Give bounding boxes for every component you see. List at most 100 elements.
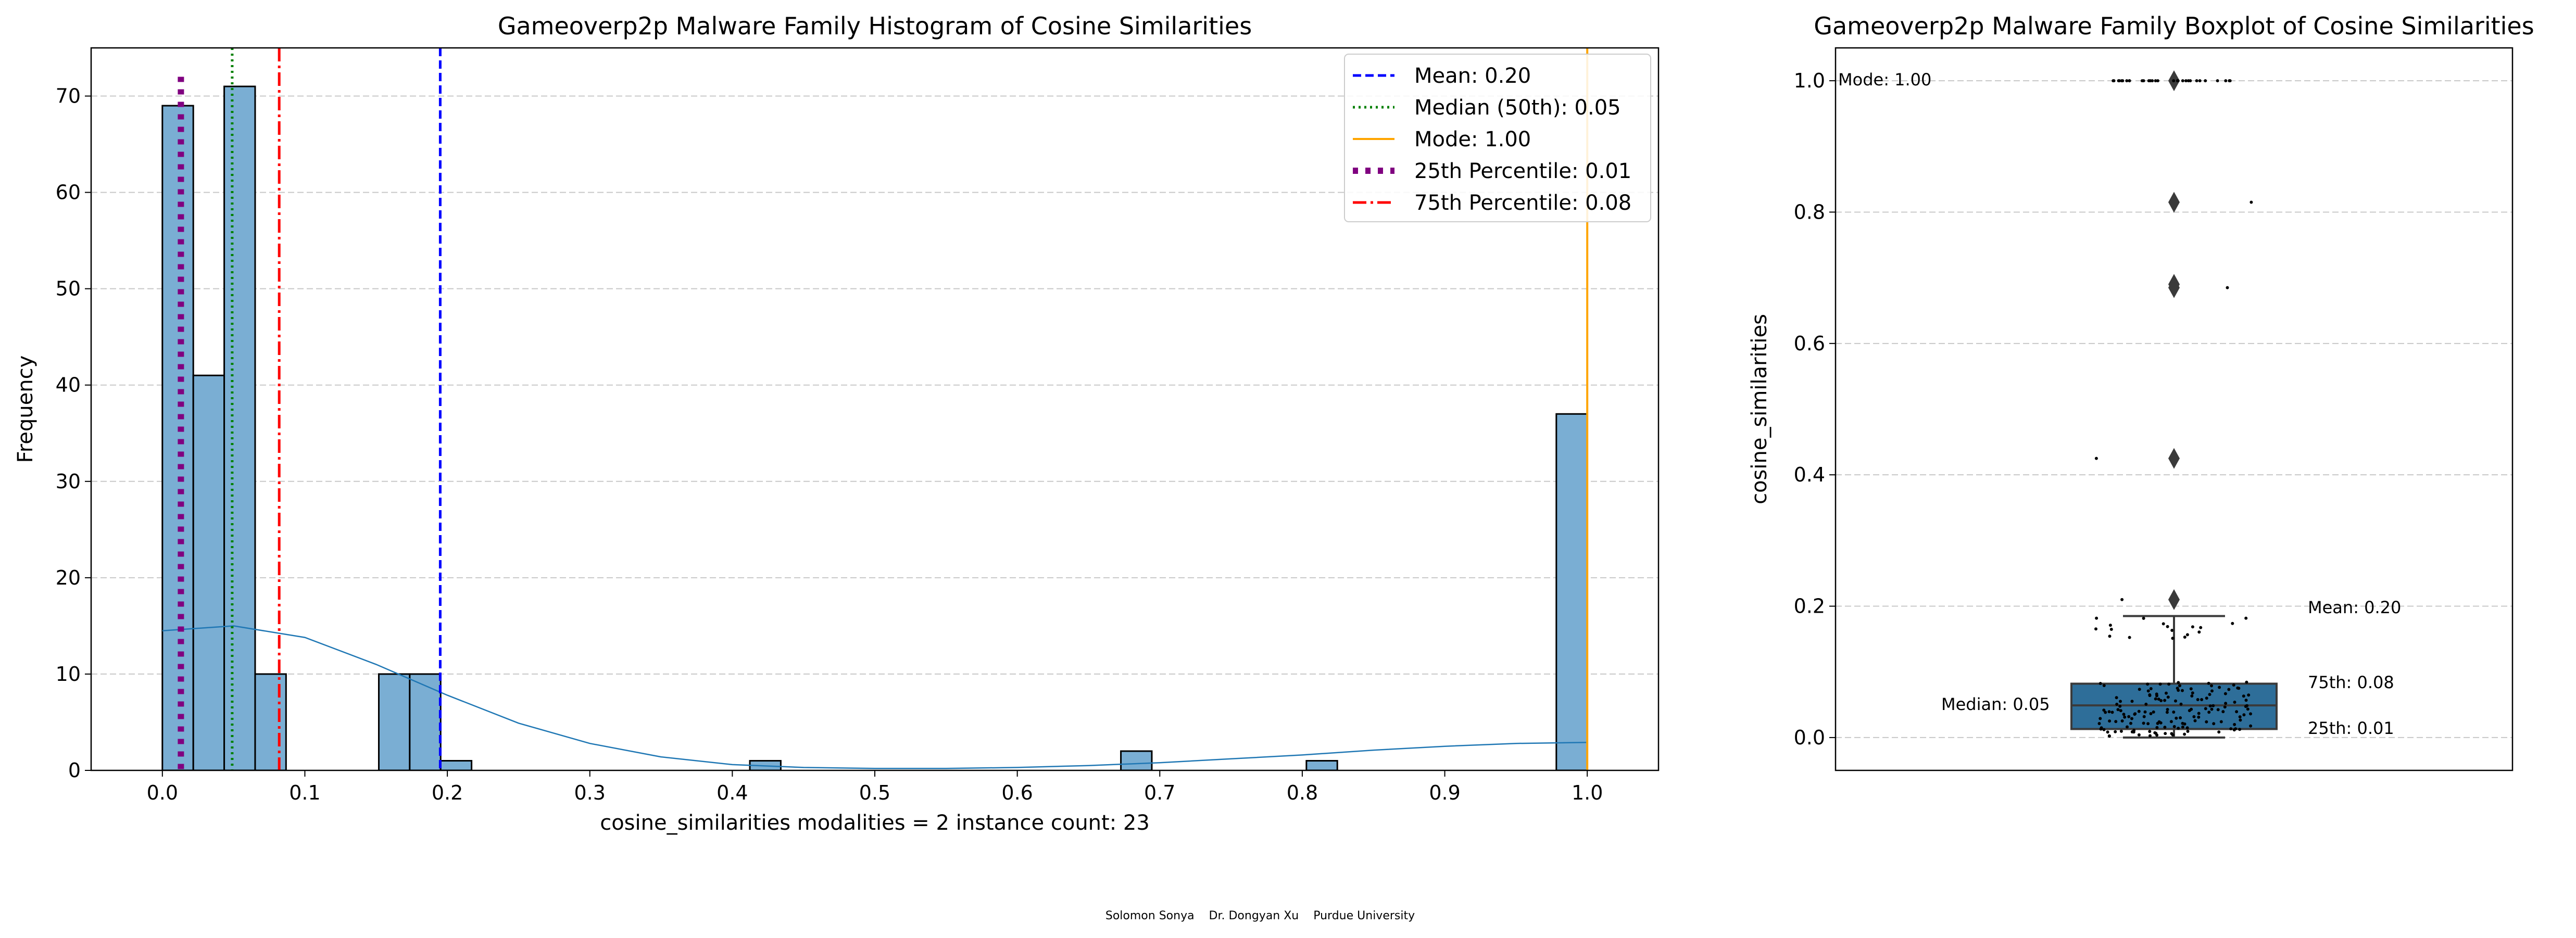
strip-point: [2157, 698, 2160, 701]
strip-point: [2171, 637, 2175, 640]
strip-point: [2146, 689, 2150, 693]
strip-point: [2190, 694, 2194, 698]
strip-point: [2210, 689, 2214, 693]
legend-label: Median (50th): 0.05: [1414, 96, 1621, 120]
strip-point: [2130, 700, 2134, 703]
strip-point: [2184, 79, 2188, 83]
strip-point: [2197, 715, 2201, 719]
strip-point: [2249, 712, 2252, 716]
histogram-bar: [1555, 413, 1588, 770]
strip-point: [2192, 715, 2196, 718]
histogram-bar: [223, 85, 256, 770]
strip-point: [2120, 79, 2123, 83]
strip-point: [2148, 694, 2152, 698]
strip-point: [2189, 687, 2193, 691]
x-tick-label: 0.7: [1144, 781, 1175, 804]
strip-point: [2133, 713, 2137, 716]
strip-point: [2163, 726, 2167, 729]
strip-point: [2129, 721, 2132, 725]
strip-point: [2205, 696, 2208, 700]
strip-point: [2102, 728, 2106, 731]
strip-point: [2099, 682, 2102, 685]
histogram-y-ticks: 0 10 20 30 40 50 60 70: [56, 85, 91, 782]
strip-point: [2217, 730, 2221, 734]
strip-point: [2094, 457, 2098, 460]
strip-point: [2142, 721, 2145, 725]
strip-point: [2117, 79, 2120, 83]
strip-point: [2097, 722, 2101, 725]
histogram-bar: [409, 673, 442, 770]
boxplot-frame: [1834, 47, 2514, 771]
strip-point: [2231, 622, 2234, 625]
strip-point: [2193, 719, 2197, 722]
kde-curve: [162, 625, 1588, 769]
strip-point: [2227, 688, 2231, 691]
strip-point: [2224, 79, 2228, 83]
strip-point: [2178, 684, 2181, 688]
y-tick-label: 50: [56, 277, 81, 300]
strip-point: [2172, 79, 2176, 83]
strip-point: [2242, 713, 2246, 717]
strip-point: [2118, 704, 2122, 708]
strip-point: [2137, 733, 2141, 737]
outlier-marker: [2168, 448, 2180, 469]
strip-point: [2174, 699, 2177, 703]
strip-point: [2166, 625, 2169, 628]
boxplot-title: Gameoverp2p Malware Family Boxplot of Co…: [1814, 12, 2534, 40]
strip-point: [2159, 699, 2163, 702]
strip-point: [2236, 686, 2240, 690]
strip-point: [2223, 705, 2227, 709]
strip-point: [2233, 722, 2236, 726]
strip-point: [2107, 734, 2111, 738]
strip-point: [2115, 696, 2118, 700]
strip-point: [2137, 709, 2141, 713]
y-tick-label: 0.2: [1794, 595, 1825, 618]
strip-point: [2162, 622, 2165, 626]
strip-point: [2099, 717, 2102, 720]
histogram-bar: [1305, 759, 1338, 770]
strip-point: [2234, 727, 2238, 731]
strip-point: [2167, 682, 2171, 686]
strip-point: [2244, 699, 2248, 702]
strip-point: [2211, 704, 2215, 707]
strip-point: [2138, 688, 2141, 691]
strip-point: [2172, 725, 2176, 728]
strip-point: [2146, 682, 2150, 686]
strip-point: [2155, 726, 2159, 729]
legend-box: [1344, 54, 1651, 222]
strip-point: [2148, 734, 2152, 738]
strip-point: [2119, 709, 2122, 713]
histogram-bar: [192, 374, 225, 770]
x-tick-label: 1.0: [1572, 781, 1603, 804]
strip-point: [2204, 707, 2207, 711]
annotation-25th: 25th: 0.01: [2308, 718, 2394, 738]
strip-point: [2219, 720, 2223, 724]
strip-point: [2198, 79, 2202, 83]
x-tick-label: 0.9: [1429, 781, 1460, 804]
legend-label: 25th Percentile: 0.01: [1414, 159, 1631, 183]
strip-point: [2191, 625, 2194, 629]
strip-point: [2128, 79, 2131, 83]
boxplot-y-label: cosine_similarities: [1748, 314, 1771, 504]
strip-point: [2094, 627, 2097, 631]
strip-point: [2183, 636, 2187, 639]
strip-point: [2165, 711, 2169, 714]
strip-point: [2144, 702, 2148, 706]
strip-point: [2183, 732, 2187, 736]
strip-point: [2199, 626, 2203, 629]
strip-point: [2247, 693, 2251, 697]
strip-point: [2197, 712, 2201, 715]
strip-point: [2196, 698, 2200, 701]
strip-point: [2221, 710, 2225, 714]
strip-point: [2244, 616, 2248, 620]
strip-point: [2185, 633, 2189, 637]
strip-point: [2102, 708, 2106, 712]
strip-point: [2122, 713, 2126, 716]
strip-point: [2183, 722, 2187, 726]
strip-point: [2142, 79, 2145, 83]
strip-point: [2191, 691, 2194, 695]
strip-point: [2216, 708, 2220, 712]
strip-point: [2154, 79, 2157, 83]
strip-point: [2207, 681, 2210, 685]
